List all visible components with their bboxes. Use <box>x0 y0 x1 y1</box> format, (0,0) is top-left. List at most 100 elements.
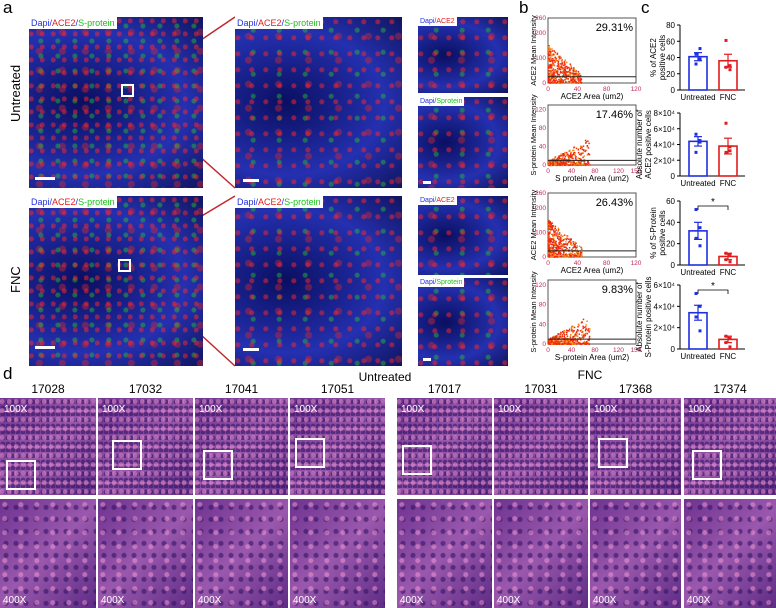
scatter-point <box>573 330 575 332</box>
group-label-fnc: FNC <box>577 368 603 382</box>
scatter-point <box>575 78 577 80</box>
y-axis-label: % of S-Protein <box>649 207 658 259</box>
category-label: FNC <box>720 352 737 361</box>
sample-id: 17374 <box>713 382 747 396</box>
scatter-point <box>559 82 562 84</box>
scatter-point <box>560 65 563 67</box>
he-image-100x: 100X <box>494 398 588 495</box>
scatter-point <box>557 73 559 76</box>
scatter-point <box>559 68 562 71</box>
y-tick-label: 40 <box>539 144 547 151</box>
y-tick-label: 0 <box>542 162 546 169</box>
he-image-400x: 400X <box>195 499 288 608</box>
scatter-point <box>574 73 576 75</box>
scatter-point <box>548 52 550 55</box>
scatter-point <box>549 223 551 226</box>
scatter-point <box>573 164 576 166</box>
scatter-point <box>573 335 575 338</box>
scatter-point <box>556 255 559 258</box>
scatter-point <box>552 225 554 228</box>
scatter-point <box>551 50 554 52</box>
scatter-point <box>551 243 553 246</box>
scatter-point <box>551 77 553 80</box>
scatter-point <box>557 229 560 231</box>
scatter-point <box>549 222 551 224</box>
scatter-point <box>555 233 557 235</box>
scatter-point <box>551 72 553 75</box>
scatter-point <box>579 161 582 163</box>
scatter-point <box>569 156 572 159</box>
scatter-point <box>567 154 570 157</box>
scatter-point <box>564 255 566 257</box>
scatter-point <box>562 155 564 157</box>
x-tick-label: 0 <box>546 347 550 354</box>
category-label: Untreated <box>680 179 715 188</box>
scatter-point <box>549 228 551 231</box>
scatter-point <box>578 77 580 80</box>
scatter-point <box>548 222 550 224</box>
magnification-label: 100X <box>294 404 318 415</box>
scatter-point <box>561 62 563 64</box>
scatter-point <box>575 156 577 158</box>
scatter-point <box>566 71 568 73</box>
y-tick-label: 20 <box>666 240 675 249</box>
scatter-point <box>565 77 568 79</box>
scatter-point <box>575 251 578 254</box>
scatter-point <box>551 74 553 77</box>
scatter-point <box>580 247 583 250</box>
scatter-point <box>562 75 565 77</box>
scatter-point <box>567 161 570 163</box>
scatter-point <box>583 155 585 157</box>
he-image-400x: 400X <box>98 499 193 608</box>
scatter-point <box>552 341 555 344</box>
scatter-point <box>574 154 577 157</box>
scatter-point <box>558 238 560 241</box>
panel-c-label: c <box>641 0 650 17</box>
scatter-point <box>549 56 552 59</box>
scatter-point <box>579 252 582 255</box>
scatter-point <box>566 237 568 240</box>
y-tick-label: 200 <box>535 30 546 37</box>
scatter-point <box>579 330 582 332</box>
scatter-point <box>551 343 553 345</box>
scatter-point <box>585 341 587 344</box>
scatter-point <box>549 340 551 343</box>
scatter-point <box>553 239 555 242</box>
scatter-point <box>548 252 550 254</box>
data-point <box>698 47 702 51</box>
scatter-point <box>549 251 551 253</box>
data-point <box>698 304 702 308</box>
scatter-point <box>587 152 590 155</box>
scatter-point <box>552 237 555 240</box>
he-image-400x: 400X <box>494 499 588 608</box>
scatter-point <box>580 79 582 81</box>
scatter-point <box>548 232 551 235</box>
scatter-point <box>574 78 576 81</box>
scatter-point <box>571 157 573 159</box>
scatter-point <box>570 81 572 84</box>
scatter-point <box>563 343 566 345</box>
scatter-point <box>580 321 583 324</box>
scale-bar <box>243 179 259 182</box>
magnification-label: 400X <box>293 595 317 606</box>
scatter-point <box>552 76 554 79</box>
scatter-point <box>565 70 567 73</box>
scatter-point <box>552 235 554 237</box>
scatter-point <box>551 222 553 224</box>
scatter-point <box>570 243 572 246</box>
scatter-point <box>560 331 562 334</box>
scatter-point <box>577 149 580 151</box>
scatter-point <box>573 146 576 149</box>
scatter-point <box>567 241 570 244</box>
scatter-point <box>571 161 573 163</box>
scatter-point <box>563 75 565 77</box>
scatter-point <box>574 248 577 251</box>
y-tick-label: 0 <box>542 341 546 348</box>
scatter-point <box>565 81 567 83</box>
scatter-point <box>553 249 556 251</box>
scatter-point <box>555 336 557 338</box>
scatter-point <box>556 52 559 55</box>
scatter-point <box>551 227 553 230</box>
scatter-point <box>569 153 572 155</box>
scatter-point <box>572 157 574 160</box>
